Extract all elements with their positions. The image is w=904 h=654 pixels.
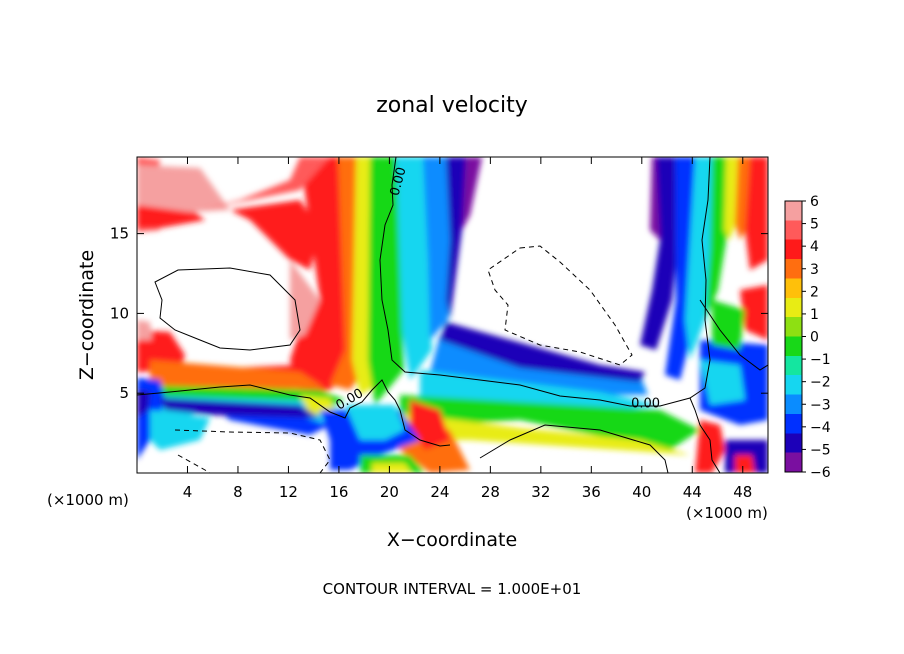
colorbar: 6 5 4 3 2 1 0 −1 −2 −3 −4 −5 −6 [784,194,831,481]
y-tick-label: 10 [110,304,129,322]
zero-contour-right [689,397,721,473]
contour-label: 0.00 [388,166,410,198]
colorbar-ticks: 6 5 4 3 2 1 0 −1 −2 −3 −4 −5 −6 [802,194,831,481]
right-bottom-red [735,455,755,473]
y-axis-label: Z−coordinate [76,250,98,380]
negative-contour-right-box [487,245,633,366]
colorbar-tick-label: 1 [810,307,819,323]
right-lower-red [695,420,725,473]
positive-closed-contour [154,267,301,351]
upper-mid-red [230,200,320,270]
y-tick-label: 5 [119,384,129,402]
outflow-green [400,395,700,450]
colorbar-tick-label: −4 [810,420,831,436]
x-tick-label: 32 [531,483,550,501]
x-unit-right: (×1000 m) [686,504,768,522]
colorbar-tick-label: 2 [810,284,819,300]
right-wiggly-contour [699,299,768,371]
plot-frame [136,156,769,474]
zero-contour-low [137,379,451,447]
negative-contour-low-left [174,429,331,473]
velocity-field [137,157,768,473]
colorbar-tick-label: −5 [810,442,831,458]
lower-cyan-patch [345,405,405,440]
plot-area [137,157,768,473]
outflow-dark [440,322,645,382]
x-tick-label: 16 [329,483,348,501]
colorbar-tick-label: 0 [810,330,819,346]
contour-label: 0.00 [631,397,660,412]
y-axis-ticks: 5 10 15 [110,225,768,402]
x-tick-label: 48 [733,483,752,501]
colorbar-tick-label: −2 [810,375,831,391]
colorbar-tick-label: 3 [810,262,819,278]
contour-interval-footer: CONTOUR INTERVAL = 1.000E+01 [323,580,582,598]
x-tick-label: 36 [582,483,601,501]
colorbar-fill [784,200,803,473]
colorbar-tick-label: 4 [810,239,819,255]
right-darkblue [640,157,682,350]
right-cyan [685,157,715,360]
x-tick-label: 40 [632,483,651,501]
left-edge-pink [137,320,152,340]
mid-left-pink [290,260,320,340]
x-tick-label: 28 [481,483,500,501]
left-low-darkblue [137,390,150,418]
right-red [745,157,768,270]
jet-blue-band [423,157,452,340]
colorbar-tick-label: 5 [810,217,819,233]
y-tick-label: 15 [110,225,129,243]
jet-green-band [368,157,404,405]
colorbar-tick-label: −1 [810,352,831,368]
x-tick-label: 24 [430,483,449,501]
x-tick-label: 12 [279,483,298,501]
x-tick-label: 4 [183,483,193,501]
left-low-orange [150,360,325,392]
colorbar-tick-label: −6 [810,465,831,481]
x-tick-label: 8 [233,483,243,501]
right-mid-green [712,300,745,350]
contour-lines [137,157,768,473]
upper-left-pink2 [137,165,230,212]
zero-contour-jet [379,157,711,407]
x-tick-label: 20 [380,483,399,501]
x-unit-left: (×1000 m) [47,491,129,509]
right-mid-red [740,285,768,340]
chart-title: zonal velocity [376,93,528,118]
upper-mid-pink [200,157,330,210]
negative-contour-low-left2 [177,454,211,473]
x-axis-ticks: 4 8 12 16 20 24 28 32 36 40 44 48 [183,157,752,501]
colorbar-tick-label: −3 [810,397,831,413]
colorbar-tick-label: 6 [810,194,819,210]
left-low-red [137,330,185,372]
x-tick-label: 44 [683,483,702,501]
x-axis-label: X−coordinate [387,529,517,551]
right-green [705,157,728,320]
left-mid-darkblue [160,398,320,418]
jet-cyan-band [396,157,432,380]
right-lower-cyan [700,360,745,405]
positive-low-contour [479,424,669,473]
bottom-yellow-patch [372,463,412,473]
outflow-red-core [410,400,450,450]
jet-purple-edge [462,157,482,230]
outflow-yellow [380,410,690,455]
